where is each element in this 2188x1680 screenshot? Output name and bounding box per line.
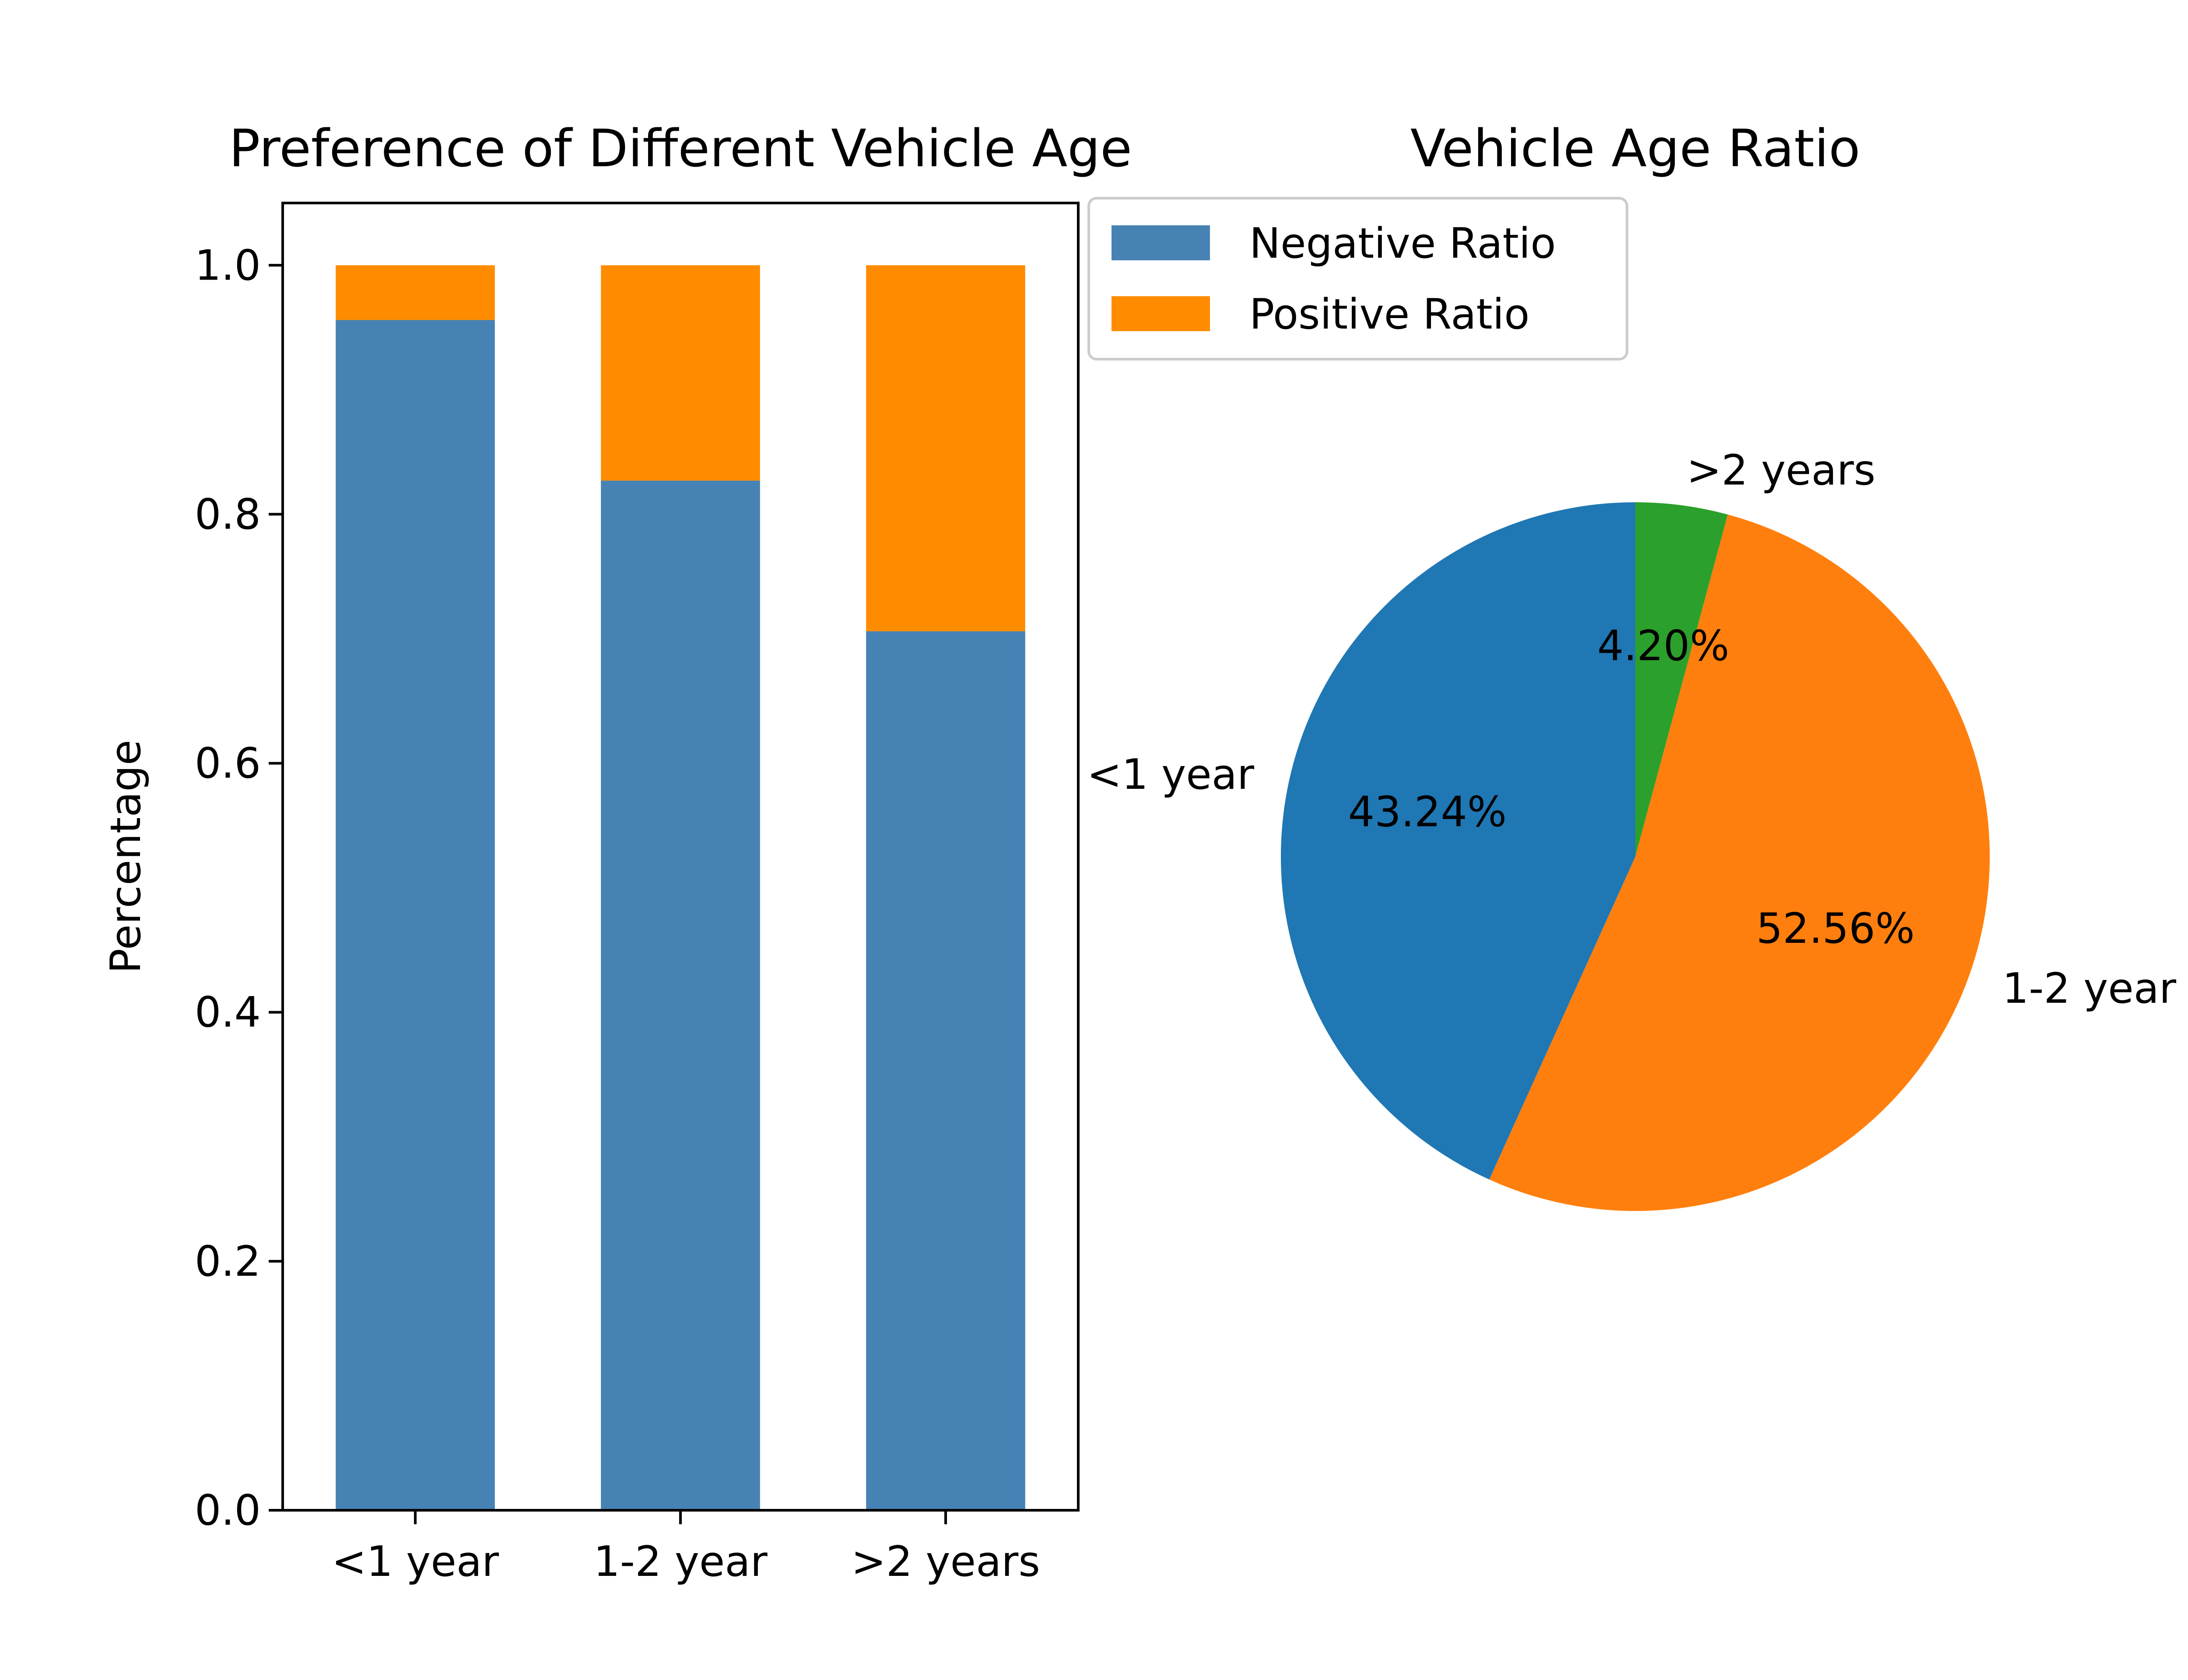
pie-pct-label-2: 43.24%: [1348, 788, 1507, 836]
bar-positive-1: [601, 265, 760, 481]
y-tick-label: 0.4: [195, 989, 261, 1037]
legend-label-positive: Positive Ratio: [1249, 290, 1529, 339]
pie-slice-0: [1635, 502, 1728, 857]
y-tick-label: 0.8: [195, 490, 261, 539]
pie-labels: 4.20% >2 years 52.56% 1-2 year 43.24% <1 year: [1087, 447, 2177, 1013]
legend-items: Negative Ratio Positive Ratio: [1112, 220, 1556, 339]
bar-x-axis: <1 year 1-2 year >2 years: [332, 1510, 1040, 1586]
bar-chart: Preference of Different Vehicle Age 0.00…: [102, 118, 1132, 1586]
pie-category-label-0: >2 years: [1687, 447, 1876, 495]
bar-y-axis: 0.0 0.2 0.4 0.6 0.8 1.0: [195, 242, 283, 1535]
bar-chart-title: Preference of Different Vehicle Age: [229, 118, 1132, 178]
legend: Negative Ratio Positive Ratio: [1087, 197, 1628, 360]
legend-swatch-positive: [1112, 296, 1210, 331]
y-tick-label: 1.0: [195, 242, 261, 290]
bar-negative-2: [866, 631, 1025, 1510]
pie-pct-label-0: 4.20%: [1597, 622, 1729, 670]
pie-category-label-2: <1 year: [1087, 751, 1255, 799]
bar-positive-0: [336, 265, 495, 320]
bar-positive-2: [866, 265, 1025, 631]
y-tick-label: 0.6: [195, 740, 261, 788]
x-tick-label: >2 years: [851, 1538, 1040, 1586]
pie-chart: Vehicle Age Ratio 4.20% >2 years 52.56% 1-2…: [1087, 118, 2177, 1211]
x-tick-label: <1 year: [332, 1538, 499, 1586]
pie-chart-title: Vehicle Age Ratio: [1410, 118, 1860, 178]
legend-frame: [1087, 197, 1628, 360]
pie-slice-2: [1280, 502, 1635, 1180]
x-tick-label: 1-2 year: [593, 1538, 768, 1586]
bar-y-axis-label: Percentage: [102, 740, 150, 973]
bar-series-group: [336, 265, 1025, 1511]
legend-swatch-negative: [1112, 225, 1210, 260]
pie-pct-label-1: 52.56%: [1756, 905, 1914, 953]
bar-negative-0: [336, 320, 495, 1511]
bar-negative-1: [601, 480, 760, 1510]
y-tick-label: 0.0: [195, 1487, 261, 1535]
pie-category-label-1: 1-2 year: [2002, 965, 2177, 1013]
legend-label-negative: Negative Ratio: [1249, 220, 1556, 268]
pie-slice-1: [1489, 514, 1990, 1211]
pie-slices: [1280, 502, 1990, 1211]
y-tick-label: 0.2: [195, 1238, 261, 1286]
